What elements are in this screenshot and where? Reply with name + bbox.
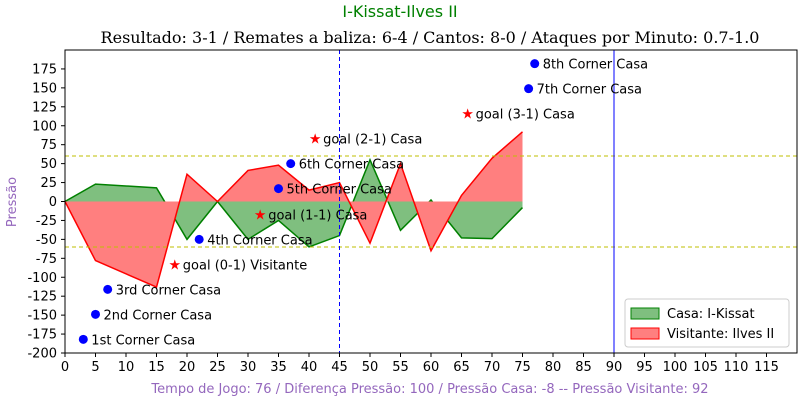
y-tick-label: -25 [36, 214, 57, 229]
corner-marker [78, 334, 88, 344]
x-tick-label: 20 [179, 360, 196, 375]
y-tick-label: -150 [27, 309, 57, 324]
chart-subtitle: Resultado: 3-1 / Remates a baliza: 6-4 /… [101, 28, 760, 47]
goal-marker: ★ [169, 257, 182, 273]
corner-marker [286, 159, 296, 169]
corner-label: 2nd Corner Casa [104, 308, 213, 323]
series-line-1 [65, 131, 523, 289]
x-tick-label: 60 [423, 360, 440, 375]
goal-marker: ★ [254, 207, 267, 223]
corner-marker [274, 184, 283, 194]
legend-entry-0: Casa: I-Kissat [667, 307, 755, 322]
y-tick-label: 125 [32, 100, 57, 115]
x-tick-label: 75 [514, 360, 531, 375]
y-tick-label: 150 [32, 81, 57, 96]
goal-label: goal (1-1) Casa [268, 208, 367, 223]
x-tick-label: 90 [606, 360, 623, 375]
y-tick-label: 50 [40, 157, 57, 172]
y-tick-label: 0 [49, 195, 57, 210]
x-tick-label: 30 [240, 360, 257, 375]
y-axis-label: Pressão [5, 177, 20, 227]
x-tick-label: 40 [301, 360, 318, 375]
x-tick-label: 95 [636, 360, 653, 375]
corner-marker [194, 234, 204, 244]
corner-marker [524, 84, 534, 94]
goal-label: goal (3-1) Casa [476, 108, 575, 123]
x-tick-label: 85 [575, 360, 592, 375]
series-group [65, 131, 524, 289]
x-tick-label: 80 [545, 360, 562, 375]
corner-label: 6th Corner Casa [299, 158, 404, 173]
x-tick-label: 110 [724, 360, 749, 375]
corner-label: 3rd Corner Casa [116, 283, 221, 298]
y-tick-label: -175 [27, 328, 57, 343]
x-tick-label: 15 [148, 360, 165, 375]
corner-label: 4th Corner Casa [207, 233, 312, 248]
y-tick-label: 75 [40, 138, 57, 153]
corner-marker [103, 284, 113, 294]
x-tick-label: 50 [362, 360, 379, 375]
corner-marker [91, 309, 100, 319]
x-tick-label: 25 [209, 360, 226, 375]
y-tick-label: -75 [36, 252, 57, 267]
x-tick-label: 105 [693, 360, 718, 375]
y-tick-label: 175 [32, 62, 57, 77]
x-tick-label: 70 [484, 360, 501, 375]
corner-label: 7th Corner Casa [537, 83, 642, 98]
y-tick-label: -200 [27, 347, 57, 362]
y-tick-label: -100 [27, 271, 57, 286]
goal-label: goal (2-1) Casa [323, 133, 422, 148]
corner-label: 1st Corner Casa [91, 333, 195, 348]
y-tick-label: 25 [40, 176, 57, 191]
y-tick-label: -50 [36, 233, 57, 248]
x-tick-label: 65 [453, 360, 470, 375]
corner-marker [530, 59, 540, 69]
legend-entry-1: Visitante: Ilves II [667, 327, 774, 342]
y-tick-label: 100 [32, 119, 57, 134]
x-tick-label: 5 [91, 360, 99, 375]
x-tick-label: 10 [118, 360, 135, 375]
x-axis-label: Tempo de Jogo: 76 / Diferença Pressão: 1… [150, 382, 708, 397]
chart-title: I-Kissat-Ilves II [342, 2, 457, 21]
x-tick-label: 55 [392, 360, 409, 375]
x-tick-label: 0 [61, 360, 69, 375]
corner-label: 5th Corner Casa [287, 183, 392, 198]
corner-label: 8th Corner Casa [543, 58, 648, 73]
x-tick-label: 115 [754, 360, 779, 375]
goal-label: goal (0-1) Visitante [183, 258, 307, 273]
legend: Casa: I-Kissat Visitante: Ilves II [624, 298, 790, 348]
goal-marker: ★ [309, 132, 322, 148]
x-tick-label: 35 [270, 360, 287, 375]
series-area-1 [65, 131, 523, 288]
x-tick-label: 100 [663, 360, 688, 375]
x-tick-label: 45 [331, 360, 348, 375]
y-tick-label: -125 [27, 290, 57, 305]
legend-swatch-1 [630, 327, 660, 340]
legend-swatch-0 [630, 307, 660, 320]
legend-box [624, 298, 790, 348]
goal-marker: ★ [461, 107, 474, 123]
